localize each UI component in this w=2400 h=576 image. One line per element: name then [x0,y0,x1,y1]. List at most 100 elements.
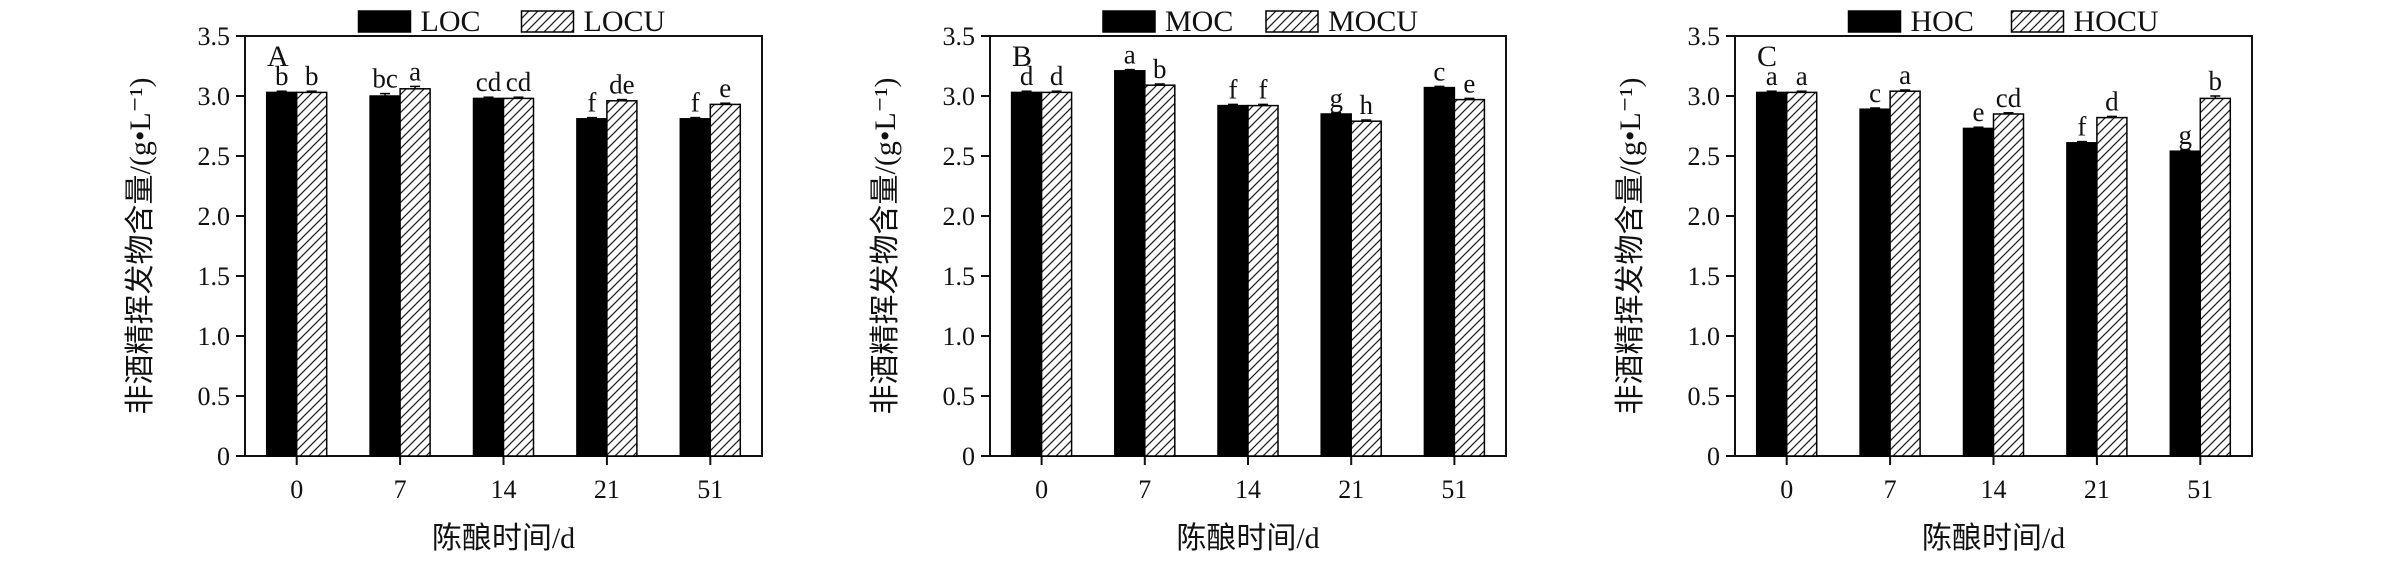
x-tick-label: 7 [1884,475,1897,504]
significance-label: e [719,73,731,103]
y-tick-label: 3.0 [1688,82,1721,111]
x-tick-label: 0 [1035,475,1048,504]
significance-label: f [691,88,700,118]
bar-hocu-0 [1785,91,1818,457]
bar-moc-14 [1217,104,1249,457]
y-tick-label: 0.5 [198,382,231,411]
x-tick-label: 51 [2187,475,2213,504]
significance-label: b [1153,54,1167,84]
significance-label: bc [372,64,398,94]
y-axis-label: 非酒精挥发物含量/(g•L⁻¹) [869,78,902,415]
panel-label: B [1012,40,1032,73]
significance-label: b [2209,66,2223,96]
significance-label: e [1463,68,1475,98]
x-tick-label: 14 [1235,475,1261,504]
y-tick-label: 3.5 [198,22,231,51]
chart-panel-b: 0 0.5 1.0 1.5 2.0 2.5 3.0 3.5 0 d d 7 a b 14 f f 21 g h 51 c e… [869,5,1507,555]
bar-loc-51 [679,118,712,457]
bar-hocu-7 [1889,90,1921,457]
bar-loc-0 [265,91,298,457]
x-axis-label: 陈酿时间/d [432,522,575,555]
legend-swatch-hocu [2010,10,2065,33]
significance-label: g [2179,120,2193,150]
significance-label: a [1899,60,1911,90]
y-tick-label: 0 [962,442,975,471]
bar-locu-7 [399,88,431,457]
y-tick-label: 2.5 [198,142,231,171]
x-axis-label: 陈酿时间/d [1176,522,1319,555]
significance-label: e [1973,97,1985,127]
bar-loc-21 [576,118,608,457]
y-tick-label: 2.0 [198,202,231,231]
y-tick-label: 1.0 [198,322,231,351]
y-tick-label: 1.0 [1688,322,1721,351]
x-tick-label: 14 [491,475,517,504]
y-tick-label: 1.5 [1688,262,1721,291]
significance-label: a [1796,61,1808,91]
y-tick-label: 3.0 [943,82,976,111]
significance-label: f [2077,112,2086,142]
significance-label: cd [476,67,502,97]
significance-label: cd [506,67,532,97]
y-tick-label: 0.5 [943,382,976,411]
significance-label: h [1359,90,1373,120]
significance-label: b [275,61,289,91]
panel-label: C [1757,40,1777,73]
y-tick-label: 2.5 [1688,142,1721,171]
y-tick-label: 0 [1707,442,1720,471]
significance-label: f [1259,74,1268,104]
y-tick-label: 2.5 [943,142,976,171]
significance-label: a [1766,61,1778,91]
bar-locu-51 [709,103,742,457]
legend-label: HOC [1911,5,1974,38]
legend-label: MOC [1165,5,1233,38]
bar-hocu-51 [2199,97,2232,457]
legend-swatch-loc [357,10,412,33]
bar-moc-51 [1423,86,1456,457]
x-tick-label: 7 [394,475,407,504]
significance-label: c [1433,56,1445,86]
bar-locu-0 [295,91,328,457]
bar-mocu-0 [1040,91,1073,457]
y-tick-label: 3.5 [1688,22,1721,51]
significance-label: g [1329,83,1343,113]
y-tick-label: 2.0 [943,202,976,231]
x-tick-label: 21 [2084,475,2110,504]
significance-label: d [2105,86,2119,116]
bar-moc-7 [1114,70,1146,457]
y-tick-label: 1.0 [943,322,976,351]
bar-mocu-21 [1350,120,1382,457]
y-axis-label: 非酒精挥发物含量/(g•L⁻¹) [1614,78,1647,415]
significance-label: f [587,88,596,118]
y-tick-label: 1.5 [198,262,231,291]
significance-label: d [1050,61,1064,91]
y-tick-label: 1.5 [943,262,976,291]
bar-hocu-21 [2096,116,2128,457]
panel-label: A [267,40,289,73]
x-tick-label: 0 [1780,475,1793,504]
legend-swatch-moc [1102,10,1156,33]
significance-label: cd [1996,83,2022,113]
bar-loc-7 [369,95,401,457]
legend-swatch-hoc [1847,10,1902,33]
bar-moc-21 [1320,113,1352,457]
bar-mocu-7 [1144,84,1176,457]
bar-loc-14 [472,97,505,457]
legend-swatch-mocu [1265,10,1319,33]
bar-hoc-7 [1859,108,1891,457]
legend-label: HOCU [2074,5,2159,38]
significance-label: f [1229,74,1238,104]
legend-label: LOCU [584,5,666,38]
legend-label: MOCU [1328,5,1418,38]
x-tick-label: 14 [1981,475,2007,504]
significance-label: d [1020,61,1034,91]
bar-hocu-14 [1992,113,2025,457]
bar-locu-14 [502,97,535,457]
x-tick-label: 51 [1441,475,1467,504]
bar-moc-0 [1010,91,1043,457]
y-tick-label: 0 [217,442,230,471]
y-tick-label: 0.5 [1688,382,1721,411]
